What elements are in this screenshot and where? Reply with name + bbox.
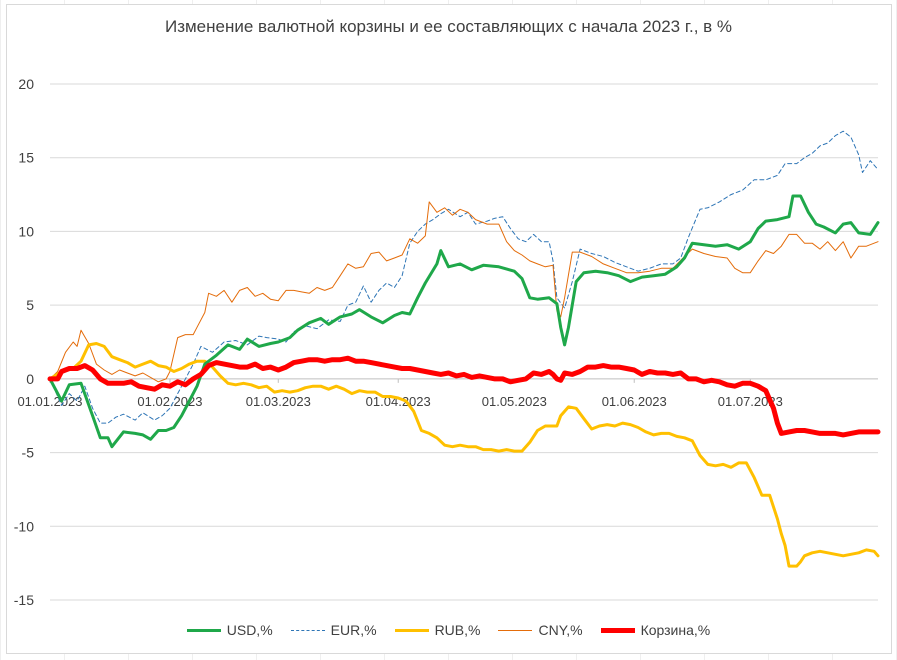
y-tick-label: 10 xyxy=(18,223,34,239)
chart-title: Изменение валютной корзины и ее составля… xyxy=(164,17,733,36)
legend-swatch xyxy=(394,628,429,632)
x-tick-label: 01.03.2023 xyxy=(246,394,311,409)
y-tick-label: -10 xyxy=(14,518,34,534)
y-tick-label: -5 xyxy=(22,445,35,461)
legend-item: CNY,% xyxy=(498,622,583,638)
legend-item: USD,% xyxy=(186,622,273,638)
series-line-корзина xyxy=(47,355,881,438)
legend-item: Корзина,% xyxy=(600,622,711,638)
legend-label: USD,% xyxy=(226,622,273,638)
legend-item: EUR,% xyxy=(290,622,377,638)
y-tick-label: 15 xyxy=(18,150,34,166)
x-tick-label: 01.01.2023 xyxy=(17,394,82,409)
y-tick-label: 0 xyxy=(26,371,34,387)
y-tick-label: -15 xyxy=(14,592,34,608)
legend-swatch xyxy=(186,628,221,632)
chart-area[interactable] xyxy=(6,4,892,654)
legend-label: RUB,% xyxy=(434,622,481,638)
legend-swatch xyxy=(290,629,325,631)
series-line-rub xyxy=(48,342,880,568)
chart-legend: USD,% EUR,% RUB,% CNY,% Корзина,% xyxy=(0,622,897,638)
series-line-cny xyxy=(49,201,879,383)
y-tick-label: 5 xyxy=(26,297,34,313)
legend-label: EUR,% xyxy=(330,622,377,638)
legend-swatch xyxy=(498,629,533,631)
x-tick-label: 01.05.2023 xyxy=(482,394,547,409)
y-tick-label: 20 xyxy=(18,76,34,92)
legend-label: CNY,% xyxy=(538,622,583,638)
legend-label: Корзина,% xyxy=(640,622,711,638)
x-tick-label: 01.04.2023 xyxy=(366,394,431,409)
x-tick-label: 01.06.2023 xyxy=(602,394,667,409)
legend-swatch xyxy=(600,627,635,633)
legend-item: RUB,% xyxy=(394,622,481,638)
series-line-usd xyxy=(48,194,880,449)
